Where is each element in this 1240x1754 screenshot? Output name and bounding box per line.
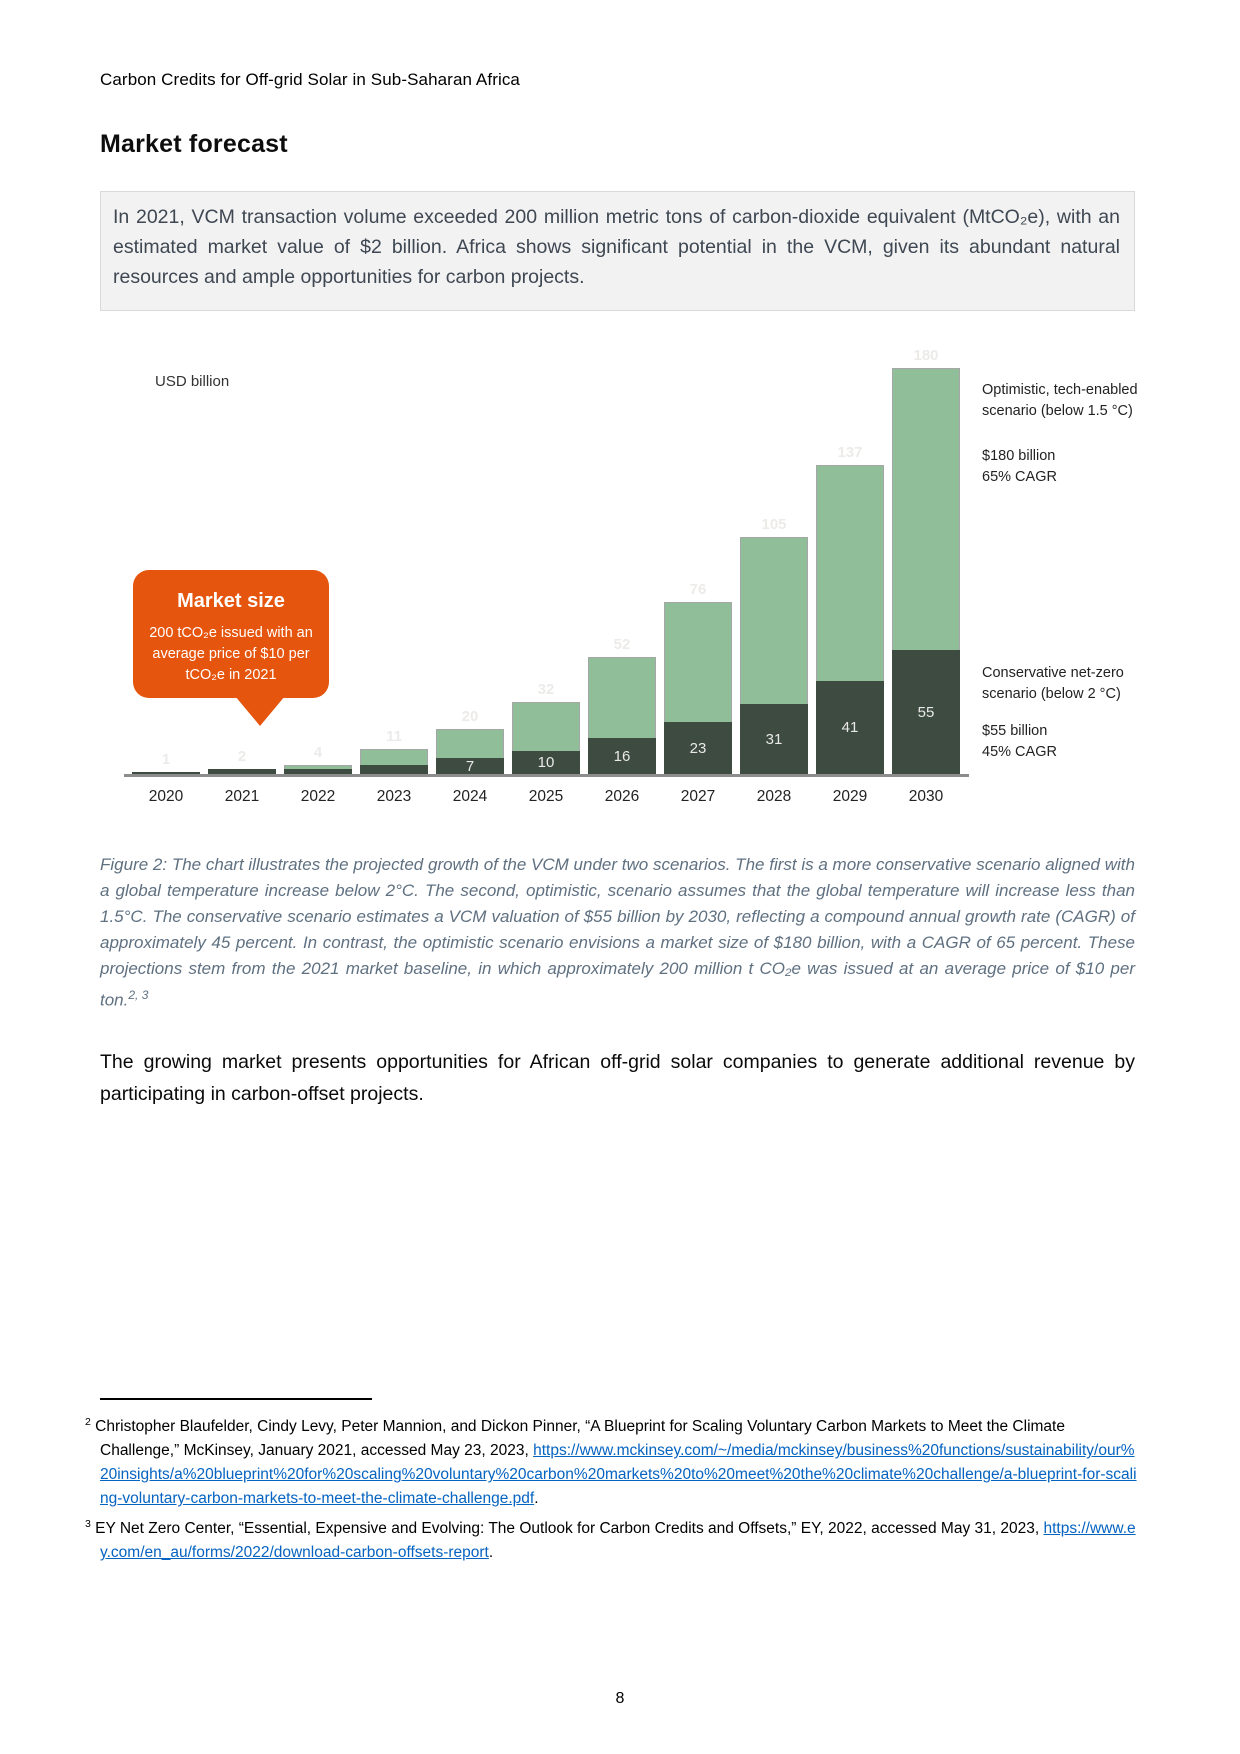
bar-2029-conservative-segment	[816, 681, 884, 774]
bar-2022-total-value: 4	[313, 744, 323, 761]
legend-conservative-label: Conservative net-zero scenario (below 2 …	[982, 665, 1124, 702]
bar-2030-conservative-segment	[892, 650, 960, 774]
legend-optimistic-stats: $180 billion 65% CAGR	[982, 446, 1147, 488]
bar-2029-total-value: 137	[837, 444, 863, 461]
bar-2029-conservative-value: 41	[841, 719, 859, 736]
document-header: Carbon Credits for Off-grid Solar in Sub…	[100, 70, 520, 89]
bar-2022-conservative-segment	[284, 769, 352, 774]
footnote-2: 2 Christopher Blaufelder, Cindy Levy, Pe…	[85, 1410, 1140, 1511]
figure-caption-text: Figure 2: The chart illustrates the proj…	[100, 855, 1135, 1010]
chart-unit-label: USD billion	[155, 373, 230, 390]
bar-2021-total-value: 2	[237, 748, 247, 765]
bar-2026-total-value: 52	[613, 636, 631, 653]
bar-2027-total-value: 76	[689, 581, 707, 598]
legend-optimistic-label: Optimistic, tech-enabled scenario (below…	[982, 382, 1138, 419]
x-tick-2024: 2024	[452, 788, 488, 805]
bar-2026-conservative-value: 16	[613, 747, 631, 765]
footnote-3: 3 EY Net Zero Center, “Essential, Expens…	[85, 1512, 1140, 1565]
market-size-callout: Market size 200 tCO₂e issued with an ave…	[133, 570, 329, 726]
bar-2023	[360, 749, 428, 774]
bar-2028: 31	[740, 537, 808, 774]
bar-2020-total-value: 1	[161, 751, 171, 768]
footnote-3-link[interactable]: https://www.ey.com/en_au/forms/2022/down…	[100, 1520, 1136, 1562]
bar-2027-conservative-value: 23	[689, 739, 707, 757]
bar-2025-total-value: 32	[537, 681, 555, 698]
bar-2022	[284, 765, 352, 774]
page-number: 8	[615, 1690, 625, 1707]
x-tick-2029: 2029	[832, 788, 868, 805]
legend-optimistic-cagr: 65% CAGR	[982, 469, 1057, 485]
legend-conservative-cagr: 45% CAGR	[982, 744, 1057, 760]
footnote-3-marker: 3	[85, 1518, 91, 1531]
bar-2020-conservative-segment	[132, 772, 200, 774]
page-title: Market forecast	[100, 130, 288, 158]
bar-2027: 23	[664, 602, 732, 774]
bar-2021	[208, 769, 276, 774]
bar-2028-conservative-value: 31	[765, 730, 783, 748]
bar-2026-conservative-segment	[588, 738, 656, 774]
highlight-paragraph: In 2021, VCM transaction volume exceeded…	[100, 191, 1135, 311]
bar-2026: 16	[588, 657, 656, 774]
x-axis-line	[124, 774, 969, 777]
legend-optimistic-value: $180 billion	[982, 448, 1056, 464]
x-tick-2027: 2027	[680, 788, 716, 805]
x-tick-2022: 2022	[300, 788, 336, 805]
bar-2021-conservative-segment	[208, 769, 276, 774]
x-tick-2021: 2021	[224, 788, 260, 805]
footnote-separator	[100, 1398, 372, 1400]
bar-2024-conservative-value: 7	[465, 757, 475, 775]
x-tick-2026: 2026	[604, 788, 640, 805]
bar-2025-conservative-segment	[512, 751, 580, 774]
page-content: Carbon Credits for Off-grid Solar in Sub…	[100, 70, 1138, 1105]
bar-2030-total-value: 180	[913, 347, 939, 364]
callout-title: Market size	[177, 590, 285, 612]
bar-2024-total-value: 20	[461, 708, 479, 725]
bar-2029: 41	[816, 465, 884, 774]
vcm-growth-chart: USD billion 1 2020 2 2021 4 2022 11 2023 7 20 2024…	[100, 311, 1138, 816]
x-tick-2020: 2020	[148, 788, 184, 805]
legend-conservative-value: $55 billion	[982, 723, 1048, 739]
footnote-3-period: .	[488, 1544, 494, 1562]
footnotes-section: 2 Christopher Blaufelder, Cindy Levy, Pe…	[85, 1398, 1140, 1566]
bar-2030-conservative-value: 55	[917, 703, 935, 721]
x-tick-2025: 2025	[528, 788, 564, 805]
figure-caption: Figure 2: The chart illustrates the proj…	[100, 852, 1135, 1014]
x-tick-2030: 2030	[908, 788, 944, 805]
x-tick-2028: 2028	[756, 788, 792, 805]
bar-2028-total-value: 105	[761, 516, 787, 533]
bar-2025-conservative-value: 10	[537, 754, 555, 771]
bar-2024: 7	[436, 729, 504, 775]
legend-conservative-stats: $55 billion 45% CAGR	[982, 721, 1147, 763]
callout-tail-pointer	[235, 696, 285, 726]
callout-body: 200 tCO₂e issued with an average price o…	[149, 625, 313, 683]
bar-2030: 55	[892, 368, 960, 774]
bar-2024-conservative-segment	[436, 758, 504, 774]
figure-caption-footnote-refs: 2, 3	[128, 988, 149, 1002]
footnote-2-text: Christopher Blaufelder, Cindy Levy, Pete…	[95, 1418, 1065, 1460]
bar-2023-total-value: 11	[386, 728, 402, 745]
x-tick-2023: 2023	[376, 788, 412, 805]
bar-2020	[132, 772, 200, 774]
bar-2027-conservative-segment	[664, 722, 732, 774]
body-paragraph: The growing market presents opportunitie…	[100, 1050, 1135, 1105]
bar-2023-conservative-segment	[360, 765, 428, 774]
footnote-2-marker: 2	[85, 1416, 91, 1428]
footnote-2-link[interactable]: https://www.mckinsey.com/~/media/mckinse…	[100, 1442, 1137, 1508]
bar-2028-conservative-segment	[740, 704, 808, 774]
bar-2025: 10	[512, 702, 580, 774]
footnote-2-period: .	[534, 1490, 539, 1508]
footnote-3-text: EY Net Zero Center, “Essential, Expensiv…	[95, 1520, 1044, 1538]
